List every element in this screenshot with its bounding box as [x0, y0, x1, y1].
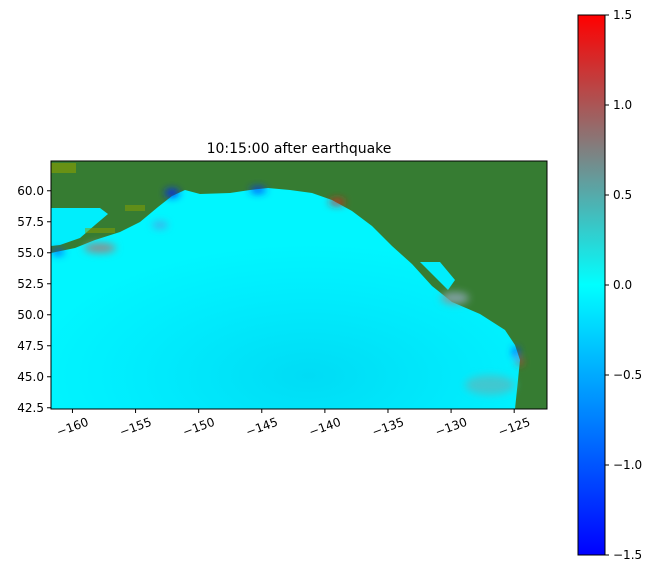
x-axis: −160 −155 −150 −145 −140 −135 −130 −125 [55, 409, 532, 439]
highland-patches [51, 163, 145, 233]
colorbar-tick-label: 1.5 [613, 8, 632, 22]
plot-frame [50, 160, 548, 410]
x-tick-label: −125 [496, 415, 532, 439]
ocean [51, 188, 520, 409]
colorbar-tick-label: −1.0 [613, 458, 642, 472]
inlet-water [51, 208, 108, 246]
colorbar-tick-label: −0.5 [613, 368, 642, 382]
y-tick-label: 52.5 [17, 277, 44, 291]
x-tick-label: −150 [181, 415, 217, 439]
x-tick-label: −140 [307, 415, 343, 439]
colorbar-tick-label: −1.5 [613, 548, 642, 562]
shelf-water [420, 262, 455, 290]
map-area [51, 161, 547, 409]
y-tick-label: 45.0 [17, 370, 44, 384]
colorbar-tick-label: 0.0 [613, 278, 632, 292]
y-tick-label: 47.5 [17, 339, 44, 353]
chart-title: 10:15:00 after earthquake [207, 141, 392, 157]
x-tick-label: −145 [244, 415, 280, 439]
colorbar-tick-label: 0.5 [613, 188, 632, 202]
x-tick-label: −130 [433, 415, 469, 439]
colorbar-tick-label: 1.0 [613, 98, 632, 112]
y-axis: 42.5 45.0 47.5 50.0 52.5 55.0 57.5 60.0 [17, 184, 51, 415]
y-tick-label: 57.5 [17, 215, 44, 229]
anomalies [52, 187, 523, 395]
x-tick-label: −135 [370, 415, 406, 439]
colorbar [577, 14, 606, 556]
x-tick-label: −160 [55, 415, 91, 439]
y-tick-label: 42.5 [17, 401, 44, 415]
x-tick-label: −155 [118, 415, 154, 439]
y-tick-label: 50.0 [17, 308, 44, 322]
colorbar-axis: −1.5 −1.0 −0.5 0.0 0.5 1.0 1.5 [605, 8, 642, 562]
y-tick-label: 60.0 [17, 184, 44, 198]
y-tick-label: 55.0 [17, 246, 44, 260]
